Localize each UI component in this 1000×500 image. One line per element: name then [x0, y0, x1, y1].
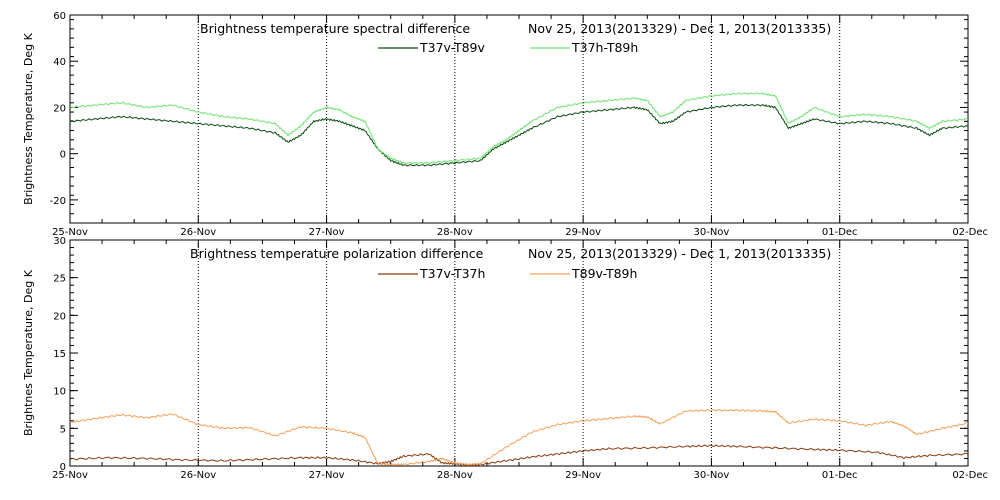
x-tick-label: 25-Nov [52, 227, 88, 238]
series-line-T37v-T89v [69, 103, 969, 167]
legend-label: T37v-T89v [419, 40, 486, 55]
x-tick-label: 30-Nov [693, 227, 729, 238]
series-line-T89v-T89h [69, 408, 969, 466]
chart-title: Brightness temperature spectral differen… [200, 21, 470, 36]
x-tick-label: 02-Dec [952, 227, 988, 238]
y-tick-label: 0 [60, 150, 66, 161]
x-tick-label: 02-Dec [952, 470, 988, 481]
x-tick-label: 28-Nov [437, 227, 473, 238]
x-tick-label: 25-Nov [52, 470, 88, 481]
y-axis-label: Brightnes Temperature, Deg K [22, 269, 35, 436]
legend-label: T37h-T89h [571, 40, 638, 55]
y-tick-label: 25 [53, 274, 66, 285]
legend-label: T37v-T37h [419, 266, 485, 281]
legend-label: T89v-T89h [571, 266, 637, 281]
x-tick-label: 29-Nov [565, 227, 601, 238]
plot-frame-1 [69, 14, 969, 224]
y-axis-label: Brightness Temperature, Deg K [22, 32, 35, 204]
y-tick-label: 15 [53, 349, 66, 360]
y-tick-label: 0 [60, 462, 66, 473]
x-tick-label: 01-Dec [822, 470, 858, 481]
y-tick-label: 5 [60, 424, 66, 435]
y-tick-label: 20 [53, 311, 66, 322]
x-tick-label: 28-Nov [437, 470, 473, 481]
y-tick-label: 10 [53, 387, 66, 398]
y-tick-label: 60 [53, 11, 66, 22]
x-tick-label: 29-Nov [565, 470, 601, 481]
x-tick-label: 27-Nov [309, 470, 345, 481]
y-tick-label: 30 [53, 236, 66, 247]
chart-date-range: Nov 25, 2013(2013329) - Dec 1, 2013(2013… [528, 246, 831, 261]
chart-title: Brightness temperature polarization diff… [190, 246, 484, 261]
x-tick-label: 30-Nov [693, 470, 729, 481]
x-tick-label: 27-Nov [309, 227, 345, 238]
plot-frame-2 [69, 239, 969, 467]
x-tick-label: 26-Nov [180, 227, 216, 238]
y-tick-label: 20 [53, 103, 66, 114]
chart-date-range: Nov 25, 2013(2013329) - Dec 1, 2013(2013… [528, 21, 831, 36]
series-line-T37h-T89h [69, 92, 969, 165]
y-tick-label: -20 [50, 196, 66, 207]
x-tick-label: 26-Nov [180, 470, 216, 481]
x-tick-label: 01-Dec [822, 227, 858, 238]
y-tick-label: 40 [53, 57, 66, 68]
